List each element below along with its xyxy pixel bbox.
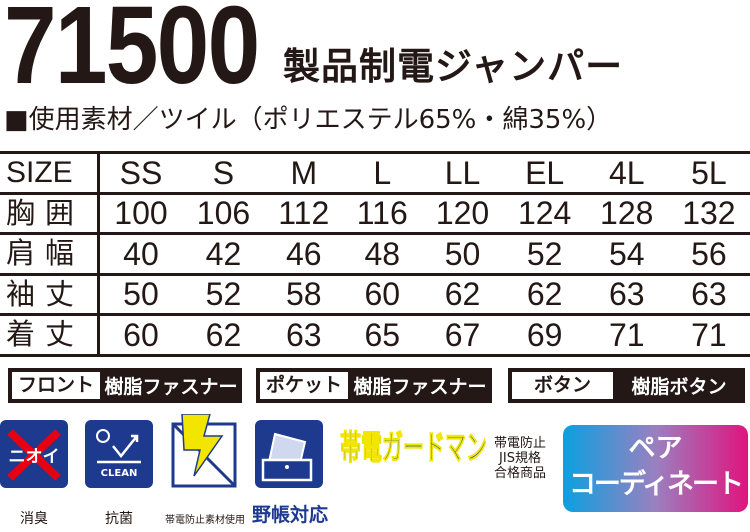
spec-label: ボタン [512, 372, 614, 399]
table-cell: 60 [343, 274, 422, 316]
no-odor-icon: ニオイ [0, 420, 68, 488]
table-cell: M [264, 151, 343, 195]
row-label: 袖丈 [0, 274, 100, 316]
row-label: SIZE [0, 151, 100, 195]
table-cell: 60 [98, 314, 183, 357]
clean-text: CLEAN [100, 468, 138, 479]
clean-icon: CLEAN [85, 420, 153, 488]
guardman-logo: 帯電ガードマン [340, 428, 488, 472]
table-cell: 42 [182, 233, 265, 276]
table-cell: 120 [421, 193, 504, 235]
table-cell: 71 [585, 314, 668, 357]
notebook-pocket-icon [255, 420, 323, 488]
table-cell: 128 [585, 193, 668, 235]
guardman-note: 帯電防止 JIS規格 合格商品 [490, 436, 550, 481]
table-header-row: SIZE SS S M L LL EL 4L 5L [0, 151, 750, 195]
lightning-icon [170, 413, 240, 494]
row-label: 着丈 [0, 314, 100, 357]
table-cell: 63 [264, 314, 343, 357]
spec-label: フロント [12, 372, 101, 399]
spec-button: ボタン 樹脂ボタン [508, 368, 745, 403]
table-cell: 63 [667, 274, 750, 316]
row-label: 肩幅 [0, 233, 100, 276]
table-cell: 132 [667, 193, 750, 235]
product-number: 71500 [4, 0, 260, 107]
spec-value: 樹脂ボタン [631, 376, 727, 398]
antistatic-caption: 帯電防止素材使用 [165, 515, 245, 526]
table-cell: 56 [667, 233, 750, 276]
table-cell: 112 [264, 193, 343, 235]
table-row: 胸囲 100 106 112 116 120 124 128 132 [0, 193, 750, 235]
note-line: 帯電防止 [493, 436, 546, 451]
table-cell: 40 [98, 233, 183, 276]
table-cell: 124 [503, 193, 586, 235]
table-cell: 52 [503, 233, 586, 276]
guardman-logo-text: 帯電ガードマン [340, 428, 488, 468]
table-cell: 46 [264, 233, 343, 276]
spec-pocket: ポケット 樹脂ファスナー [256, 368, 492, 403]
table-cell: 100 [98, 193, 183, 235]
table-cell: 62 [421, 274, 504, 316]
table-row: 袖丈 50 52 58 60 62 62 63 63 [0, 274, 750, 316]
table-cell: 116 [343, 193, 422, 235]
table-cell: 65 [343, 314, 422, 357]
row-label: 胸囲 [0, 193, 100, 235]
table-cell: 4L [585, 151, 668, 195]
table-cell: 5L [667, 151, 750, 195]
table-cell: 52 [182, 274, 265, 316]
table-cell: S [182, 151, 265, 195]
spec-value: 樹脂ファスナー [104, 376, 238, 398]
table-cell: 50 [421, 233, 504, 276]
table-cell: 54 [585, 233, 668, 276]
table-cell: 62 [182, 314, 265, 357]
table-cell: 69 [503, 314, 586, 357]
table-cell: L [343, 151, 422, 195]
pair-line2: コーディネート [568, 469, 744, 500]
table-cell: SS [98, 151, 183, 195]
table-cell: 50 [98, 274, 183, 316]
spec-label: ポケット [260, 372, 349, 399]
table-cell: 63 [585, 274, 668, 316]
size-table: SIZE SS S M L LL EL 4L 5L 胸囲 100 106 112 116 120 124 128… [0, 151, 750, 357]
spec-value: 樹脂ファスナー [353, 376, 487, 398]
no-odor-text: ニオイ [8, 447, 60, 467]
table-cell: 67 [421, 314, 504, 357]
table-cell: 71 [667, 314, 750, 357]
material-line: ■使用素材／ツイル（ポリエステル65%・綿35%） [4, 105, 613, 135]
table-cell: 58 [264, 274, 343, 316]
table-cell: EL [503, 151, 586, 195]
table-cell: 106 [182, 193, 265, 235]
antibacterial-caption: 抗菌 [105, 511, 133, 527]
table-cell: 62 [503, 274, 586, 316]
deodorant-caption: 消臭 [20, 511, 48, 527]
pair-line1: ペア [628, 433, 683, 464]
notebook-caption: 野帳対応 [251, 504, 328, 526]
note-line: JIS規格 [499, 451, 541, 466]
table-cell: LL [421, 151, 504, 195]
table-row: 着丈 60 62 63 65 67 69 71 71 [0, 314, 750, 357]
spec-front: フロント 樹脂ファスナー [8, 368, 242, 403]
note-line: 合格商品 [493, 466, 546, 481]
product-name: 製品制電ジャンパー [283, 45, 624, 88]
table-row: 肩幅 40 42 46 48 50 52 54 56 [0, 233, 750, 276]
pair-coordinate-badge: ペア コーディネート [563, 425, 748, 512]
table-cell: 48 [343, 233, 422, 276]
